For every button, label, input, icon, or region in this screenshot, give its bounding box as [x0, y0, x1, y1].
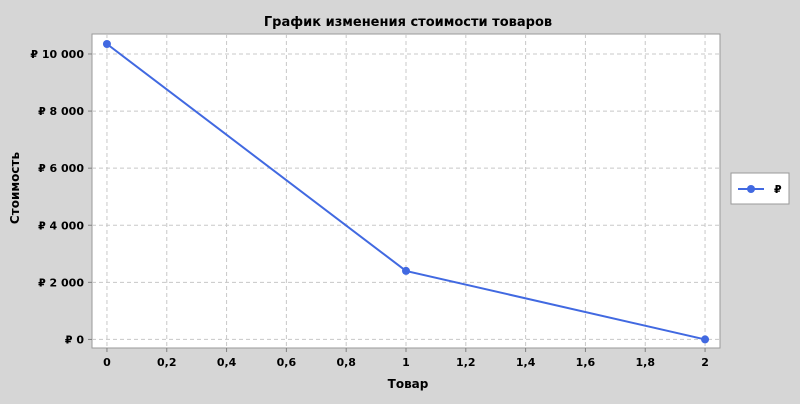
- x-tick-label: 1,2: [456, 356, 476, 369]
- x-tick-label: 0,2: [157, 356, 177, 369]
- x-tick-label: 1: [402, 356, 410, 369]
- y-axis-ticks: ₽ 0 ₽ 2 000 ₽ 4 000 ₽ 6 000 ₽ 8 000 ₽ 10 000: [30, 48, 92, 346]
- y-tick-label: ₽ 8 000: [38, 105, 84, 118]
- y-tick-label: ₽ 4 000: [38, 219, 84, 232]
- x-tick-label: 0: [103, 356, 111, 369]
- legend-series-marker: [747, 185, 755, 193]
- y-tick-label: ₽ 10 000: [30, 48, 84, 61]
- legend: ₽: [730, 172, 790, 205]
- data-point: [102, 39, 111, 48]
- data-point: [402, 266, 410, 275]
- x-tick-label: 1,6: [576, 356, 596, 369]
- y-tick-label: ₽ 0: [65, 333, 84, 346]
- y-tick-label: ₽ 6 000: [38, 162, 84, 175]
- legend-series-label: ₽: [774, 183, 782, 196]
- x-tick-label: 0,8: [336, 356, 356, 369]
- series-layer: [102, 39, 710, 344]
- grid-lines: [92, 34, 720, 348]
- x-tick-label: 1,4: [516, 356, 536, 369]
- data-point: [701, 335, 710, 344]
- x-tick-label: 2: [701, 356, 709, 369]
- y-tick-label: ₽ 2 000: [38, 276, 84, 289]
- x-tick-label: 0,4: [217, 356, 237, 369]
- x-axis-ticks: 0 0,2 0,4 0,6 0,8 1 1,2 1,4 1,6 1,8 2: [103, 348, 709, 369]
- y-axis-label: Стоимость: [8, 152, 22, 225]
- chart-title: График изменения стоимости товаров: [264, 15, 552, 30]
- x-tick-label: 1,8: [635, 356, 655, 369]
- x-axis-label: Товар: [388, 377, 429, 391]
- x-tick-label: 0,6: [277, 356, 297, 369]
